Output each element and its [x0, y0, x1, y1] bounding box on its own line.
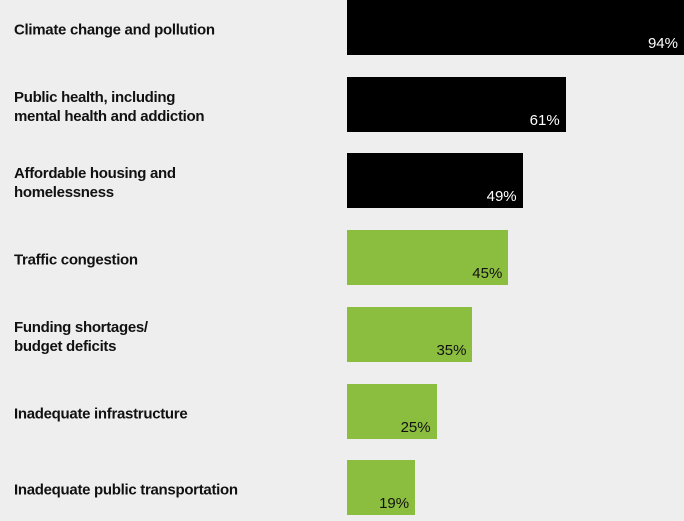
value-label: 35%: [436, 341, 467, 359]
bar: [347, 383, 437, 439]
bar: [347, 230, 509, 286]
value-label: 45%: [472, 265, 503, 283]
value-label: 49%: [486, 188, 517, 206]
value-label: 61%: [529, 111, 560, 129]
bar: [347, 0, 684, 55]
value-label: 19%: [379, 495, 410, 513]
category-label: Traffic congestion: [14, 251, 138, 269]
value-label: 25%: [400, 418, 431, 436]
value-label: 94%: [647, 35, 678, 52]
category-label: Funding shortages/ budget deficits: [14, 318, 148, 355]
category-label: Affordable housing and homelessness: [14, 165, 176, 202]
category-label: Public health, including mental health a…: [14, 88, 205, 125]
category-label: Inadequate public transportation: [14, 481, 238, 499]
bar: [347, 76, 566, 132]
category-label: Inadequate infrastructure: [14, 405, 188, 422]
bar: [347, 460, 416, 516]
category-label: Climate change and pollution: [14, 21, 215, 39]
bar: [347, 306, 473, 362]
bar: [347, 153, 523, 209]
